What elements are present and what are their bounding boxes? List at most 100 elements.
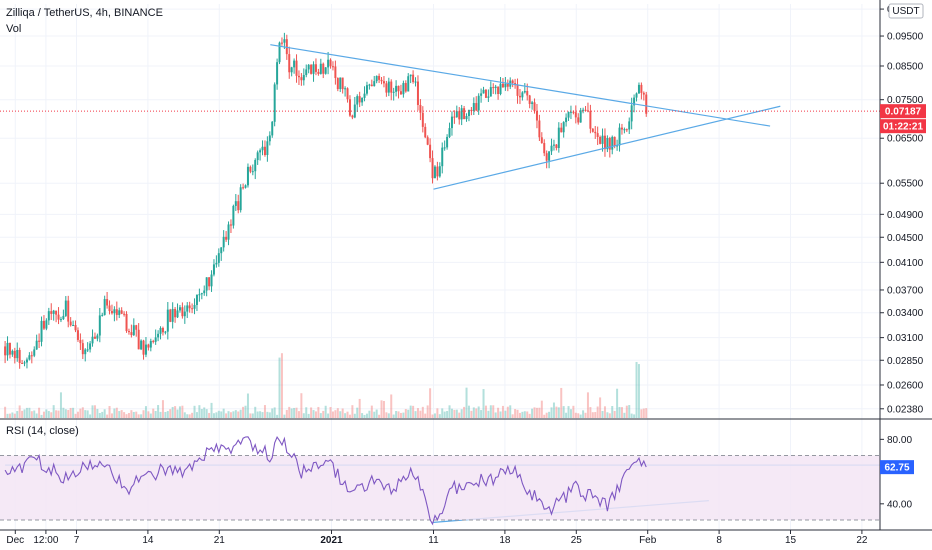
candle-body: [640, 84, 643, 93]
candle-body: [572, 111, 575, 113]
candle-body: [4, 346, 7, 356]
volume-bar: [30, 411, 33, 418]
volume-bar: [533, 407, 536, 418]
volume-bar: [331, 411, 334, 418]
price-tick-label: 0.04900: [887, 210, 924, 221]
volume-bar: [356, 407, 359, 418]
volume-bar: [540, 400, 543, 418]
volume-bar: [166, 411, 169, 418]
volume-bar: [225, 413, 228, 418]
volume-bar: [324, 405, 327, 418]
volume-bar: [482, 389, 485, 418]
volume-bar: [387, 413, 390, 418]
volume-bar: [637, 364, 640, 418]
volume-bar: [249, 413, 252, 418]
volume-bar: [290, 408, 293, 418]
volume-bar: [159, 411, 162, 418]
candle-body: [297, 75, 300, 78]
volume-bar: [91, 405, 94, 418]
candle-body: [429, 144, 432, 159]
volume-bar: [283, 414, 286, 418]
candle-body: [263, 146, 266, 156]
volume-bar: [50, 412, 53, 418]
volume-bar: [489, 405, 492, 418]
candle-body: [552, 144, 555, 146]
price-tick-label: 0.02380: [887, 404, 924, 415]
volume-bar: [514, 409, 517, 418]
volume-bar: [312, 410, 315, 418]
volume-bar: [611, 405, 614, 418]
volume-bar: [548, 411, 551, 418]
volume-bar: [608, 413, 611, 418]
volume-bar: [300, 393, 303, 418]
candle-body: [613, 136, 616, 147]
candle-body: [69, 321, 72, 326]
volume-bar: [144, 406, 147, 418]
candle-body: [438, 166, 441, 177]
volume-bar: [521, 411, 524, 418]
candle-body: [317, 71, 320, 74]
volume-bar: [130, 410, 133, 418]
candle-body: [81, 343, 84, 355]
candle-body: [290, 67, 293, 73]
volume-bar: [419, 410, 422, 418]
volume-bar: [484, 405, 487, 418]
volume-bar: [616, 388, 619, 418]
candle-body: [55, 310, 58, 315]
time-tick-label: 2021: [320, 535, 343, 546]
currency-button[interactable]: USDT: [888, 3, 924, 19]
candle-body: [501, 83, 504, 88]
candle-body: [582, 109, 585, 111]
candle-body: [586, 110, 589, 112]
candle-body: [538, 120, 541, 138]
volume-bar: [246, 393, 249, 418]
trendlines[interactable]: [0, 44, 880, 523]
volume-bar: [72, 407, 75, 418]
volume-bar: [429, 388, 432, 418]
volume-bar: [297, 411, 300, 418]
candle-body: [448, 128, 451, 137]
candle-body: [489, 87, 492, 97]
candle-body: [533, 102, 536, 112]
candle-body: [472, 103, 475, 111]
candle-body: [50, 311, 53, 314]
candle-body: [314, 64, 317, 72]
time-tick-label: 22: [856, 535, 868, 546]
volume-bar: [375, 409, 378, 418]
volume-bar: [516, 409, 519, 418]
candle-body: [38, 340, 41, 342]
candle-body: [370, 84, 373, 87]
volume-bar: [465, 387, 468, 418]
volume-bar: [341, 408, 344, 418]
volume-bar: [436, 408, 439, 418]
candle-body: [443, 147, 446, 149]
candle-body: [268, 135, 271, 142]
candle-body: [465, 116, 468, 120]
candle-body: [620, 127, 623, 130]
volume-bar: [363, 414, 366, 418]
candle-body: [256, 152, 259, 161]
volume-bar: [526, 411, 529, 418]
volume-bar: [395, 411, 398, 418]
volume-bar: [535, 407, 538, 418]
candle-body: [523, 91, 526, 93]
candle-body: [484, 89, 487, 98]
volume-bar: [195, 412, 198, 418]
candle-body: [152, 340, 155, 342]
volume-bar: [176, 409, 179, 418]
volume-bar: [164, 411, 167, 418]
volume-bar: [390, 394, 393, 418]
candle-body: [560, 127, 563, 133]
candle-body: [412, 74, 415, 82]
volume-bar: [358, 398, 361, 418]
volume-bar: [212, 413, 215, 418]
candle-body: [93, 336, 96, 339]
volume-bar: [55, 410, 58, 418]
volume-bar: [538, 407, 541, 418]
candle-body: [616, 145, 619, 147]
volume-bar: [317, 406, 320, 418]
candle-body: [441, 147, 444, 167]
candle-body: [144, 344, 147, 355]
chart-title: Zilliqa / TetherUS, 4h, BINANCE: [6, 7, 163, 19]
